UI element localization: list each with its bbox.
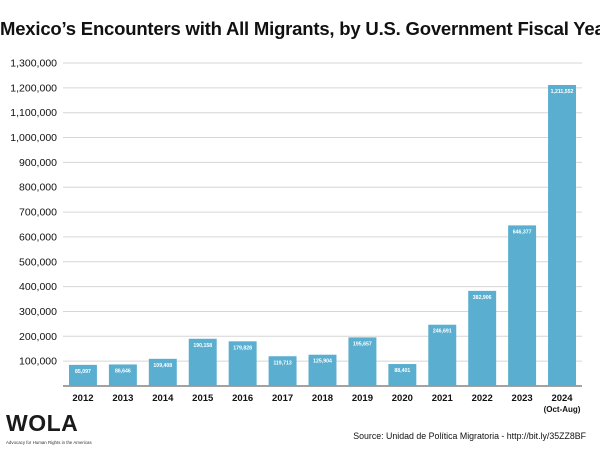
x-tick-sublabel: (Oct-Aug) — [544, 405, 581, 414]
bar-value-label: 109,408 — [153, 363, 172, 369]
logo-tagline: Advocacy for Human Rights in the America… — [6, 440, 92, 445]
bar — [388, 364, 417, 386]
y-tick-label: 600,000 — [19, 231, 57, 243]
x-tick-label: 2012 — [72, 393, 93, 404]
bar-value-label: 382,906 — [473, 295, 492, 301]
x-tick-label: 2015 — [192, 393, 214, 404]
bar-value-label: 88,401 — [394, 368, 410, 374]
x-tick-label: 2018 — [312, 393, 333, 404]
x-tick-label: 2022 — [472, 393, 493, 404]
y-tick-label: 700,000 — [19, 207, 57, 219]
bar — [228, 341, 257, 386]
bar — [548, 84, 577, 387]
bar-value-label: 119,713 — [273, 360, 292, 366]
logo-wordmark: WOLA — [6, 410, 79, 436]
x-tick-label: 2024 — [551, 393, 573, 404]
x-tick-label: 2013 — [112, 393, 133, 404]
bar — [188, 338, 217, 386]
bar-value-label: 646,377 — [513, 229, 532, 235]
y-tick-label: 200,000 — [19, 331, 57, 343]
bar — [428, 324, 457, 386]
bar-value-label: 125,904 — [313, 359, 332, 365]
x-tick-label: 2023 — [512, 393, 533, 404]
source-note: Source: Unidad de Política Migratoria - … — [353, 431, 586, 441]
bar-value-label: 86,646 — [115, 368, 131, 374]
bar-value-label: 195,657 — [353, 341, 372, 347]
bar — [508, 225, 537, 386]
bar — [108, 364, 137, 386]
y-tick-label: 300,000 — [19, 306, 57, 318]
bar-value-label: 179,828 — [233, 345, 252, 351]
y-tick-label: 800,000 — [19, 182, 57, 194]
x-tick-label: 2020 — [392, 393, 413, 404]
y-tick-label: 1,300,000 — [10, 58, 57, 70]
bar — [468, 290, 497, 386]
chart-title: Mexico’s Encounters with All Migrants, b… — [0, 18, 600, 39]
y-tick-label: 1,100,000 — [10, 107, 57, 119]
y-tick-label: 500,000 — [19, 256, 57, 268]
wola-logo: WOLA Advocacy for Human Rights in the Am… — [6, 410, 106, 448]
bar-value-label: 85,097 — [75, 369, 91, 375]
x-tick-label: 2021 — [432, 393, 454, 404]
y-tick-label: 100,000 — [19, 356, 57, 368]
x-tick-label: 2016 — [232, 393, 253, 404]
bar — [308, 354, 337, 386]
bar — [68, 364, 97, 386]
bar-value-label: 190,158 — [193, 343, 212, 349]
x-tick-label: 2017 — [272, 393, 293, 404]
bar-value-label: 246,691 — [433, 329, 452, 335]
bar-value-label: 1,211,552 — [551, 89, 574, 95]
y-tick-label: 1,000,000 — [10, 132, 57, 144]
x-tick-label: 2019 — [352, 393, 373, 404]
y-tick-label: 900,000 — [19, 157, 57, 169]
bar — [268, 356, 297, 386]
bar — [148, 358, 177, 386]
x-tick-label: 2014 — [152, 393, 174, 404]
y-tick-label: 400,000 — [19, 281, 57, 293]
bar — [348, 337, 377, 386]
y-tick-label: 1,200,000 — [10, 82, 57, 94]
